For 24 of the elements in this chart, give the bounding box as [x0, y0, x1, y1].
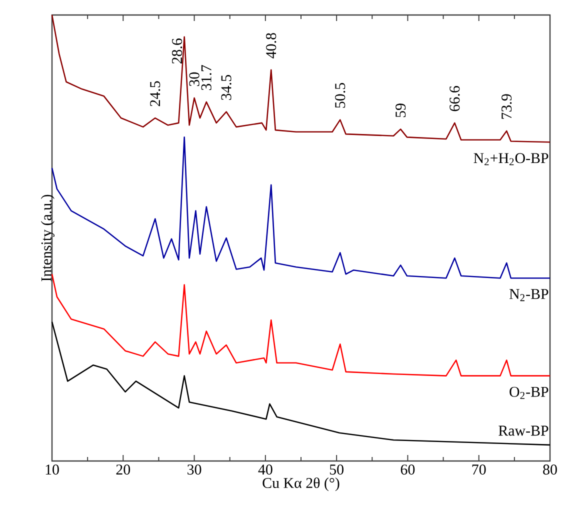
x-tick-label: 50 — [330, 464, 344, 475]
x-tick-label: 10 — [46, 464, 59, 475]
series-label: O$_{2}$-BP — [510, 386, 548, 399]
x-tick-label: 30 — [188, 464, 202, 475]
annotation: 28.6 — [172, 38, 182, 64]
x-tick-label: 20 — [116, 464, 130, 475]
annotation: 73.9 — [502, 94, 512, 119]
x-tick-label: 80 — [543, 464, 557, 475]
annotation: 31.7 — [201, 65, 212, 90]
x-tick-label: 60 — [400, 464, 415, 475]
annotation: 34.5 — [221, 75, 232, 100]
annotation: 50.5 — [335, 83, 346, 108]
series-label: Raw-BP — [498, 426, 548, 436]
annotation: 24.5 — [150, 81, 160, 106]
annotation: 30 — [189, 72, 200, 86]
x-tick-label: 40 — [258, 464, 272, 475]
y-axis-title: Intensity (a.u.) — [40, 194, 54, 282]
annotation: 40.8 — [266, 33, 276, 58]
x-tick-label: 70 — [472, 464, 486, 475]
series-label: N$_{2}$-BP — [509, 289, 548, 302]
annotation: 66.6 — [450, 86, 460, 112]
annotation: 59 — [396, 104, 406, 118]
x-axis-title: Cu Kα 2θ (°) — [262, 477, 340, 492]
series-label: N$_{2}$+H$_{2}$O-BP — [474, 153, 548, 166]
